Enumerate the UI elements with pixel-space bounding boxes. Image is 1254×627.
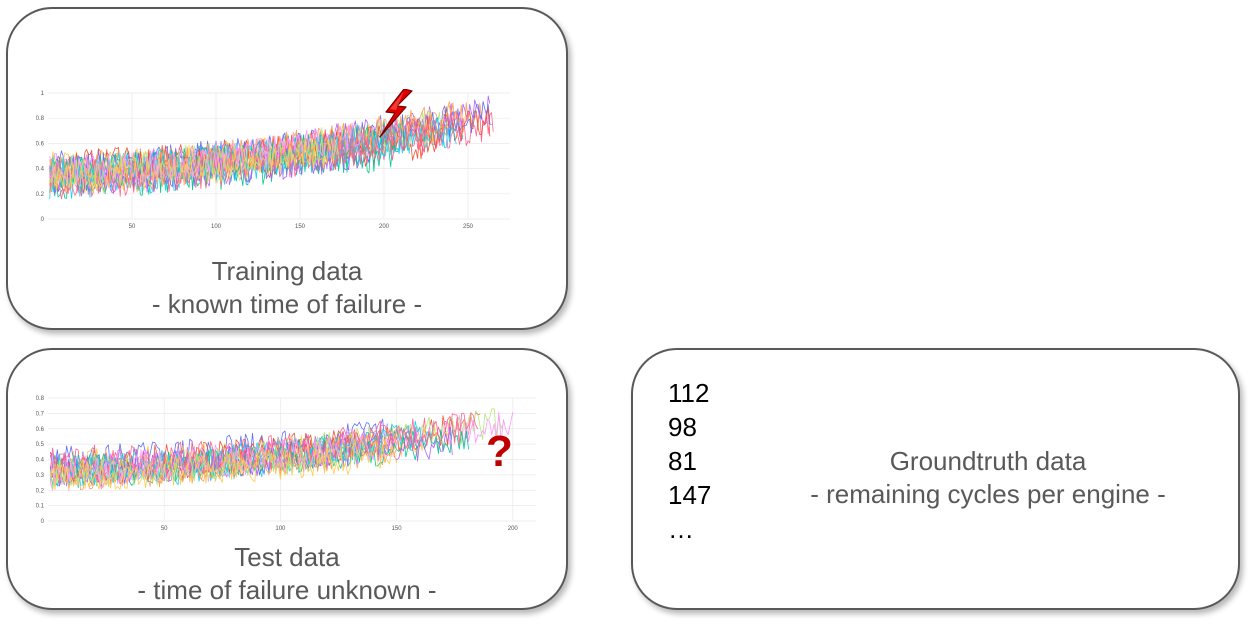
x-tick-label: 50 — [129, 224, 136, 230]
groundtruth-caption: Groundtruth data - remaining cycles per … — [783, 445, 1193, 511]
training-data-panel: 0 0.2 0.4 0.6 0.8 1 50 100 150 200 250 Training d… — [6, 7, 568, 330]
test-data-panel: 0 0.1 0.2 0.3 0.4 0.5 0.6 0.7 0.8 50 100 150 200 ? … — [6, 348, 568, 610]
groundtruth-value: 81 — [668, 446, 697, 476]
y-tick-label: 0 — [41, 217, 45, 223]
y-tick-label: 0.7 — [36, 411, 45, 417]
training-subtitle: - known time of failure - — [151, 289, 423, 319]
x-tick-label: 200 — [508, 526, 519, 532]
groundtruth-value: 98 — [668, 412, 697, 442]
groundtruth-values: 112 98 81 147 … — [668, 376, 711, 546]
groundtruth-data-panel: 112 98 81 147 … Groundtruth data - remai… — [631, 348, 1240, 610]
series-line — [49, 137, 339, 195]
groundtruth-value: 112 — [668, 378, 710, 408]
test-chart: 0 0.1 0.2 0.3 0.4 0.5 0.6 0.7 0.8 50 100 150 200 ? — [36, 396, 536, 532]
y-tick-label: 0.6 — [36, 141, 45, 147]
lightning-bolt-icon — [379, 89, 413, 138]
question-mark-icon: ? — [486, 427, 513, 476]
groundtruth-value: … — [668, 514, 694, 544]
groundtruth-subtitle: - remaining cycles per engine - — [810, 479, 1166, 509]
training-chart: 0 0.2 0.4 0.6 0.8 1 50 100 150 200 250 — [36, 89, 510, 230]
series-line — [49, 426, 453, 484]
y-tick-label: 0.4 — [36, 458, 45, 464]
series-line — [49, 429, 374, 484]
training-caption: Training data - known time of failure - — [8, 255, 566, 321]
training-title: Training data — [211, 256, 363, 286]
y-tick-label: 0.1 — [36, 504, 45, 510]
x-tick-label: 150 — [392, 526, 403, 532]
series-line — [49, 440, 397, 491]
x-tick-label: 100 — [211, 224, 222, 230]
x-tick-label: 200 — [379, 224, 390, 230]
x-tick-label: 150 — [295, 224, 306, 230]
y-tick-label: 0.4 — [36, 167, 45, 173]
x-tick-label: 100 — [275, 526, 286, 532]
y-tick-label: 0.6 — [36, 427, 45, 433]
groundtruth-title: Groundtruth data — [889, 446, 1087, 476]
y-tick-label: 0.8 — [36, 116, 45, 122]
series-line — [49, 122, 365, 186]
y-tick-label: 0 — [41, 519, 45, 525]
test-title: Test data — [234, 542, 340, 572]
x-tick-label: 50 — [161, 526, 168, 532]
y-tick-label: 0.8 — [36, 396, 45, 402]
y-tick-label: 0.5 — [36, 442, 45, 448]
x-tick-label: 250 — [463, 224, 474, 230]
y-tick-label: 1 — [41, 91, 45, 97]
groundtruth-value: 147 — [668, 480, 712, 510]
test-subtitle: - time of failure unknown - — [137, 575, 437, 605]
test-caption: Test data - time of failure unknown - — [8, 541, 566, 607]
y-tick-label: 0.2 — [36, 192, 45, 198]
y-tick-label: 0.3 — [36, 473, 45, 479]
y-tick-label: 0.2 — [36, 488, 45, 494]
